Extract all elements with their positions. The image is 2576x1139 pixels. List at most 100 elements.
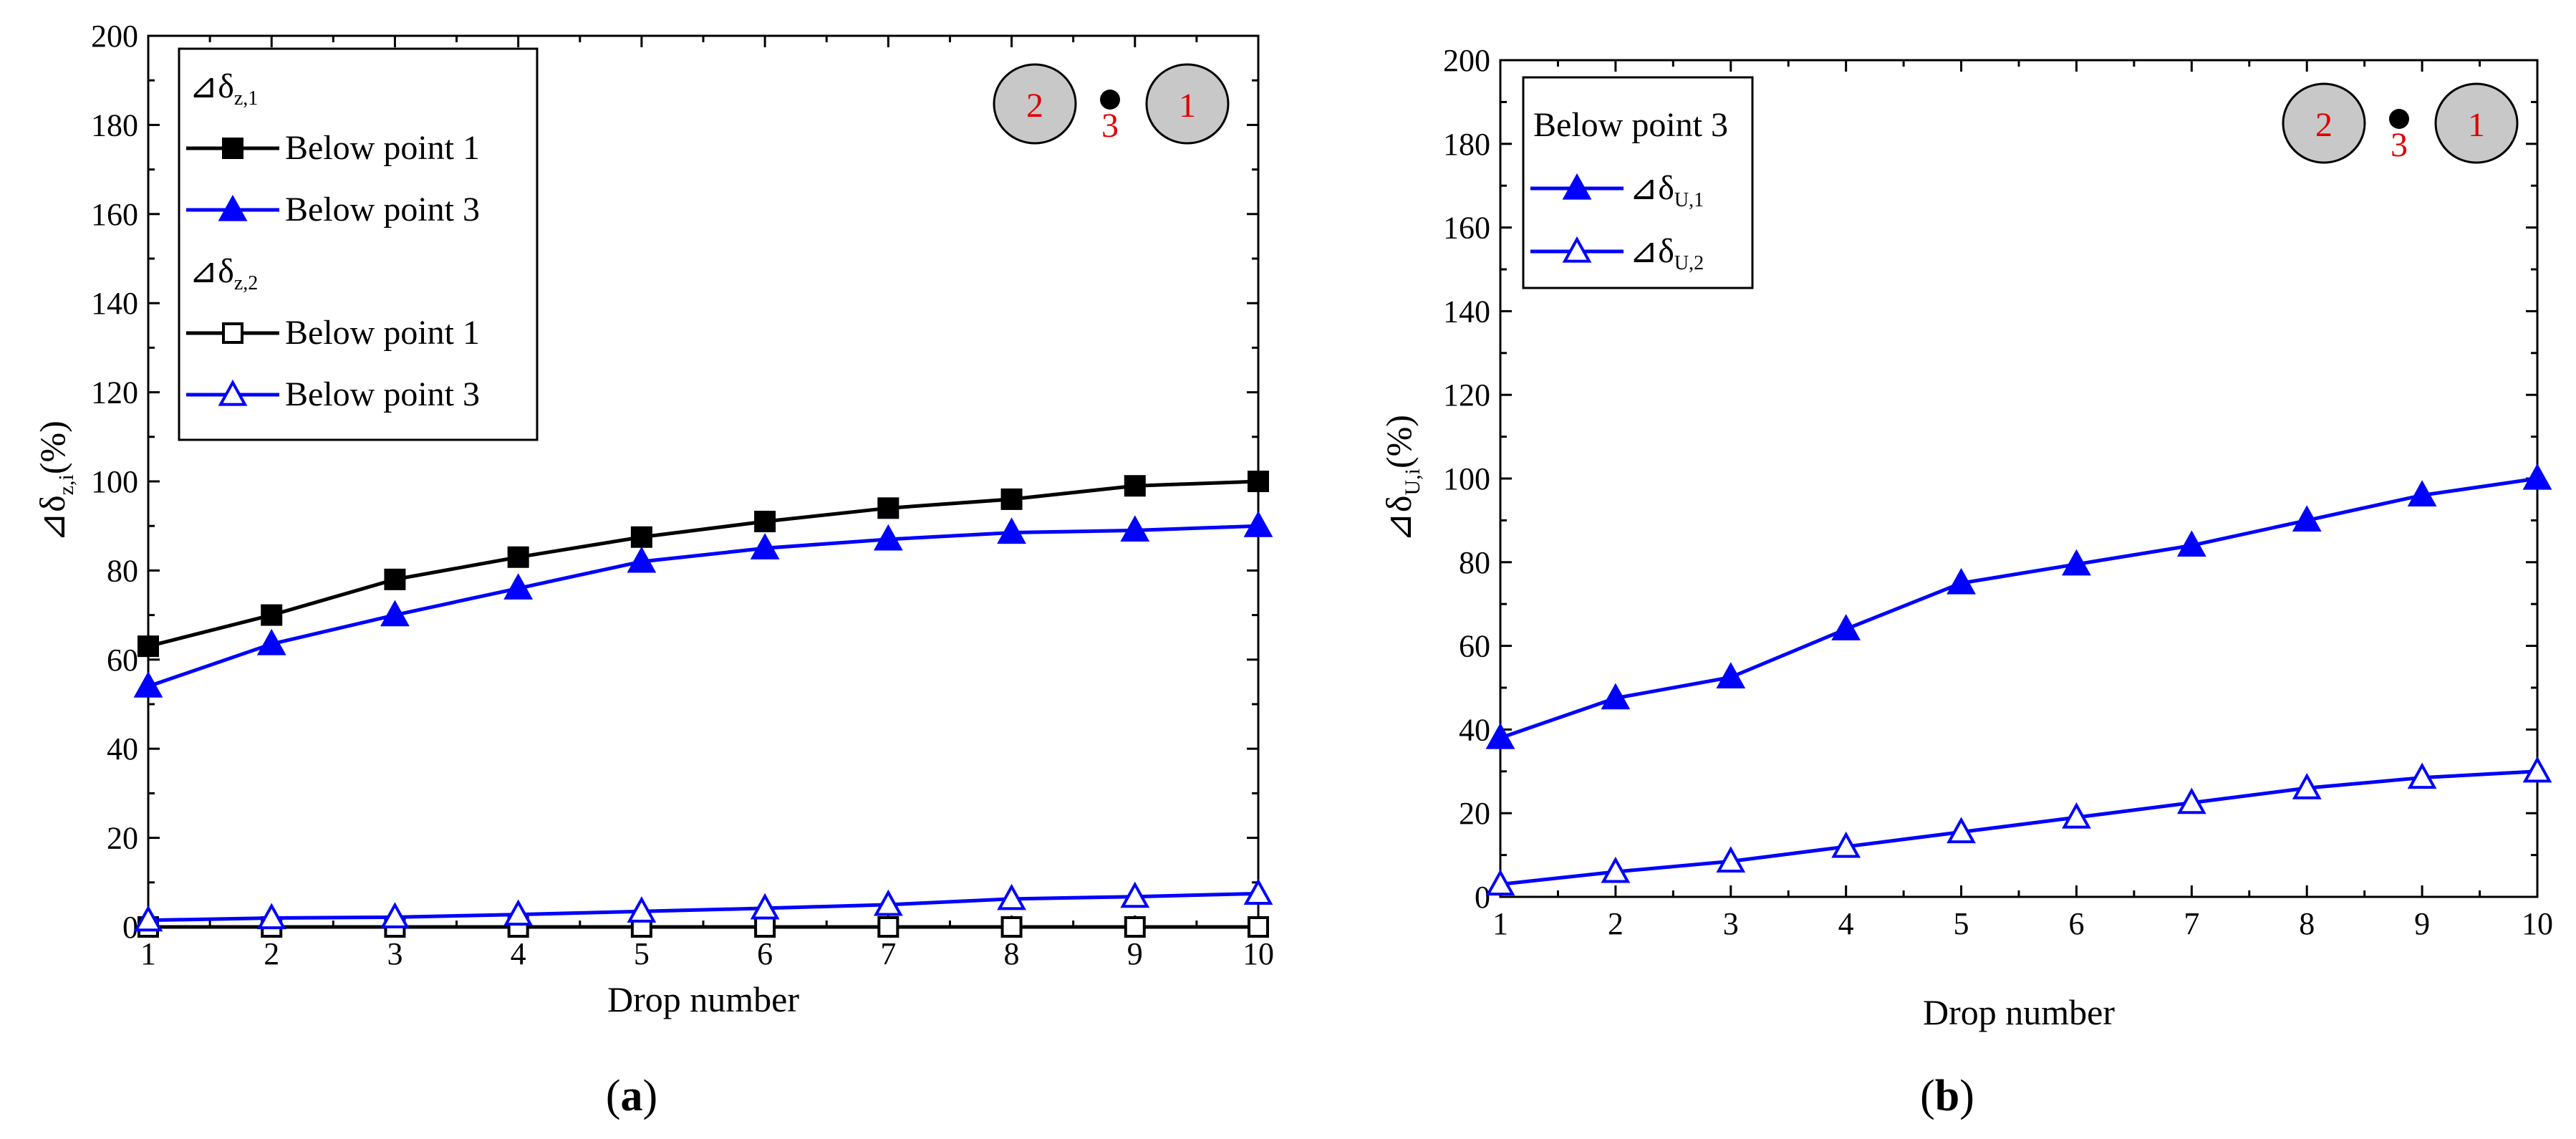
- data-point: [2062, 802, 2091, 829]
- x-tick-label: 5: [1954, 906, 1969, 941]
- data-point: [1716, 846, 1746, 873]
- x-tick-label: 4: [1838, 906, 1854, 941]
- x-tick-label: 3: [387, 936, 402, 971]
- y-tick-label: 120: [91, 375, 138, 410]
- circle-1: [2434, 82, 2519, 164]
- data-point: [1601, 683, 1631, 710]
- series-0: [138, 471, 1269, 658]
- diagram-label-2: 2: [1026, 87, 1043, 125]
- data-point: [256, 628, 286, 655]
- data-point: [1947, 817, 1976, 844]
- data-point: [384, 568, 406, 590]
- data-point: [1485, 869, 1515, 896]
- data-point: [2176, 530, 2206, 557]
- x-axis-label: Drop number: [607, 979, 799, 1019]
- legend: Below point 3⊿δU,1⊿δU,2: [1522, 76, 1754, 289]
- x-tick-label: 2: [1608, 906, 1624, 941]
- x-tick-label: 5: [634, 936, 650, 971]
- circle-1: [1145, 63, 1230, 145]
- data-point: [2407, 762, 2437, 789]
- x-tick-label: 6: [2068, 906, 2084, 941]
- data-point: [380, 600, 410, 627]
- y-tick-label: 20: [107, 821, 138, 856]
- legend-marker: [1562, 173, 1592, 200]
- series-line: [1500, 769, 2538, 886]
- x-tick-label: 9: [1127, 936, 1143, 971]
- legend-entry-main: Below point 3: [285, 191, 480, 229]
- y-tick-label: 120: [1443, 378, 1490, 413]
- x-tick-label: 4: [511, 936, 526, 971]
- caption-open: (: [1920, 1072, 1935, 1120]
- x-tick-label: 7: [2184, 906, 2199, 941]
- y-axis-label: ⊿δz,i(%): [32, 420, 78, 542]
- legend-entry-main: ⊿δ: [1629, 232, 1674, 270]
- legend-marker: [218, 379, 248, 406]
- panel-a: 0 20 40 60 80 100 120 140 160 180 200 1 2 3 4 5 6 7 8 9 10 Dr…: [32, 19, 1274, 1120]
- data-point: [630, 526, 652, 548]
- data-point: [138, 635, 159, 658]
- diagram-label-2: 2: [2315, 106, 2333, 144]
- legend-header-sub: z,1: [234, 87, 258, 110]
- diagram-label-1: 1: [2468, 106, 2485, 144]
- legend-entry-main: ⊿δ: [1629, 169, 1674, 207]
- data-point: [503, 899, 534, 926]
- series-line: [148, 524, 1259, 688]
- series-1: [133, 511, 1273, 698]
- data-point: [627, 546, 657, 573]
- legend-entry-main: Below point 1: [285, 129, 480, 167]
- series-line: [1500, 476, 2538, 740]
- data-point: [1243, 878, 1273, 905]
- circle-2: [993, 63, 1077, 145]
- series-2: [138, 916, 1269, 938]
- legend-entry-label: Below point 1: [285, 129, 480, 167]
- panel-caption: (b): [1920, 1072, 1974, 1120]
- data-point: [133, 671, 163, 698]
- position-diagram: 2 3 1: [993, 63, 1230, 145]
- caption-open: (: [606, 1072, 621, 1120]
- legend-group-header: ⊿δz,2: [189, 252, 258, 294]
- data-point: [1248, 916, 1269, 938]
- data-point: [2292, 505, 2322, 532]
- legend-entry-label: ⊿δU,2: [1629, 232, 1704, 274]
- y-tick-label: 0: [122, 910, 138, 945]
- data-point: [750, 533, 780, 559]
- data-point: [261, 604, 283, 626]
- data-point: [2062, 549, 2091, 576]
- legend-marker: [222, 322, 243, 344]
- legend-entry-main: Below point 3: [285, 375, 480, 413]
- data-point: [133, 905, 163, 932]
- x-tick-label: 1: [1492, 906, 1508, 941]
- data-point: [1120, 515, 1150, 542]
- y-axis-label-unit: (%): [1379, 415, 1419, 468]
- data-point: [997, 883, 1026, 910]
- data-point: [754, 916, 776, 938]
- y-tick-label: 160: [1443, 211, 1490, 246]
- panel-b: 0 20 40 60 80 100 120 140 160 180 200 1 2 3 4 5 6 7 8 9 10 Dr…: [1379, 43, 2553, 1120]
- data-point: [754, 510, 776, 532]
- data-point: [1243, 511, 1273, 537]
- caption-close: ): [1959, 1072, 1974, 1120]
- data-point: [2176, 787, 2206, 814]
- data-point: [877, 497, 899, 519]
- data-point: [750, 893, 780, 920]
- x-tick-label: 8: [2299, 906, 2315, 941]
- legend: ⊿δz,1 Below point 1 Below point 3 ⊿δz,2 Belo…: [178, 47, 539, 441]
- position-diagram: 2 3 1: [2282, 82, 2519, 164]
- y-tick-label: 0: [1475, 880, 1490, 915]
- series-line: [148, 479, 1259, 648]
- legend-entry-main: Below point 1: [285, 314, 480, 352]
- diagram-label-3: 3: [2391, 126, 2408, 164]
- y-axis-label-sub: z,i: [54, 474, 78, 495]
- legend-group-header: Below point 3: [1533, 106, 1728, 144]
- legend-group-header: ⊿δz,1: [189, 67, 258, 110]
- legend-entry-label: Below point 3: [285, 191, 480, 229]
- data-point: [873, 524, 903, 551]
- caption-letter: b: [1935, 1072, 1959, 1120]
- data-point: [1947, 567, 1976, 595]
- data-point: [1485, 722, 1515, 749]
- y-tick-label: 200: [91, 19, 138, 54]
- y-tick-label: 100: [1443, 461, 1490, 496]
- data-point: [256, 903, 286, 930]
- legend-box: [178, 47, 539, 441]
- legend-marker: [222, 138, 243, 159]
